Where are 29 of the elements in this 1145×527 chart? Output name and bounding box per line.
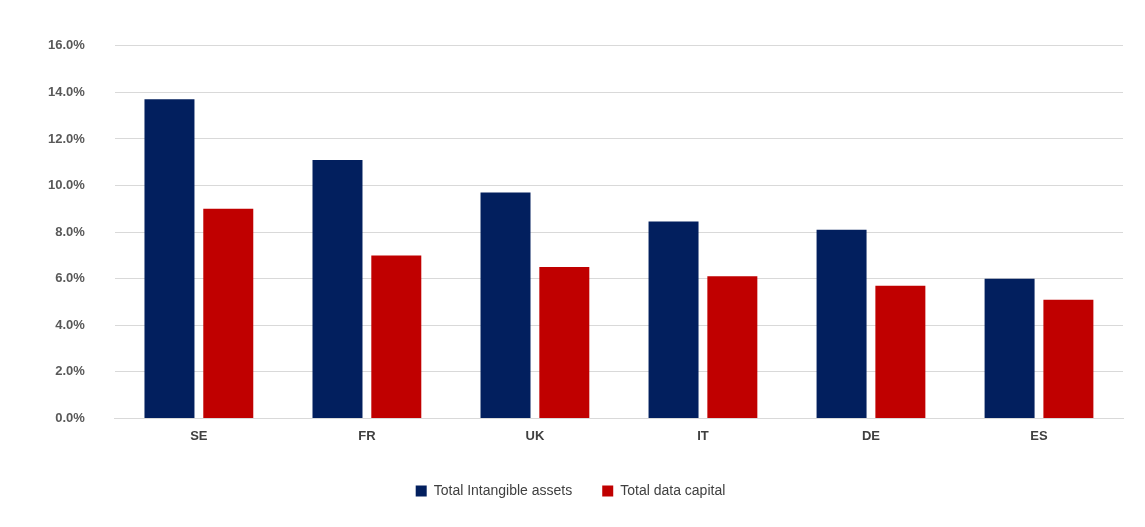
bar xyxy=(707,276,758,418)
x-tick-label: DE xyxy=(861,427,881,443)
y-tick-label: 2.0% xyxy=(55,363,86,379)
y-tick-label: 10.0% xyxy=(47,177,86,193)
bar xyxy=(984,278,1035,418)
y-tick-label: 8.0% xyxy=(55,223,86,239)
legend-label: Total data capital xyxy=(620,481,726,498)
bar xyxy=(816,229,867,418)
bar xyxy=(875,285,926,418)
bar xyxy=(144,99,195,418)
bar xyxy=(539,267,590,418)
y-tick-label: 14.0% xyxy=(47,83,86,99)
y-tick-label: 16.0% xyxy=(47,37,86,53)
y-tick-label: 12.0% xyxy=(47,130,86,146)
x-tick-label: IT xyxy=(697,427,709,443)
x-tick-label: UK xyxy=(525,427,545,443)
y-tick-label: 4.0% xyxy=(55,316,86,332)
bar xyxy=(1043,299,1094,418)
x-tick-label: SE xyxy=(190,427,208,443)
bar xyxy=(371,255,422,418)
bar xyxy=(312,159,363,418)
y-tick-label: 0.0% xyxy=(55,409,86,425)
x-tick-label: ES xyxy=(1030,427,1048,443)
bar xyxy=(480,192,531,418)
bar xyxy=(203,208,254,418)
bar xyxy=(648,221,699,418)
y-tick-label: 6.0% xyxy=(55,270,86,286)
x-tick-label: FR xyxy=(358,427,377,443)
legend-label: Total Intangible assets xyxy=(433,481,573,498)
